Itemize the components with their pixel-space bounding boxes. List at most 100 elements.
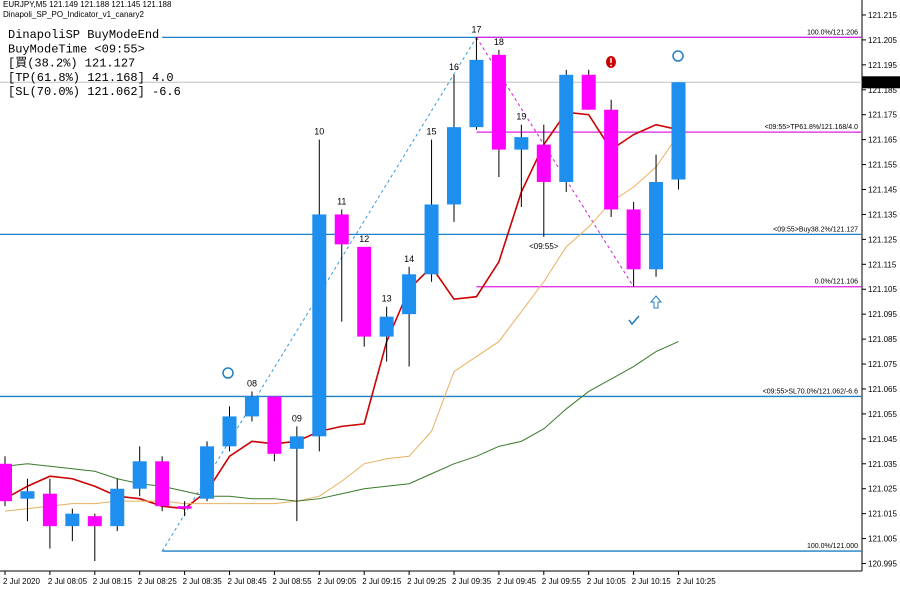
signal-circle: [222, 367, 234, 379]
x-tick-label: 2 Jul 09:05: [317, 577, 357, 586]
current-price-label: 121.188: [868, 78, 897, 87]
bar-label: 12: [359, 234, 369, 244]
candle-body: [289, 436, 304, 449]
candle-body: [334, 214, 349, 245]
chart-title: EURJPY,M5 121.149 121.188 121.145 121.18…: [3, 0, 172, 9]
candle-body: [491, 54, 506, 150]
bar-label: 18: [494, 37, 504, 47]
candle-body: [469, 59, 484, 128]
candle-body: [559, 74, 574, 183]
y-tick-label: 121.215: [868, 11, 897, 20]
level-label: <09:55>Buy38.2%/121.127: [773, 226, 858, 233]
overlay: 100.0%/121.206 <09:55>TP61.8%/121.168/4.0…: [247, 24, 858, 550]
x-tick-label: 2 Jul 10:15: [632, 577, 672, 586]
y-tick-label: 121.105: [868, 285, 897, 294]
candle-body: [20, 491, 35, 499]
bar-label: 17: [471, 24, 481, 34]
candle-body: [177, 506, 192, 509]
annotation: DinapoliSP BuyModeEnd: [8, 28, 159, 42]
bar-label: 09: [292, 413, 302, 423]
x-tick-label: 2 Jul 09:55: [542, 577, 582, 586]
candle-body: [402, 274, 417, 315]
bar-label: 15: [427, 127, 437, 137]
y-tick-label: 121.055: [868, 410, 897, 419]
chart-subtitle: Dinapoli_SP_PO_Indicator_v1_canary2: [3, 10, 145, 19]
level-label: <09:55>TP61.8%/121.168/4.0: [765, 124, 859, 131]
candle-body: [87, 516, 102, 527]
x-tick-label: 2 Jul 10:05: [587, 577, 627, 586]
x-tick-label: 2 Jul 08:45: [228, 577, 268, 586]
annotation: [SL(70.0%) 121.062] -6.6: [8, 85, 181, 99]
bar-label: 10: [314, 127, 324, 137]
annotation: BuyModeTime <09:55>: [8, 42, 145, 56]
candle-body: [42, 493, 57, 527]
y-tick-label: 121.115: [868, 260, 897, 269]
bar-label: 16: [449, 62, 459, 72]
y-tick-label: 121.015: [868, 510, 897, 519]
candle-body: [132, 461, 147, 489]
candle-body: [604, 109, 619, 210]
y-tick-label: 121.165: [868, 136, 897, 145]
candle-body: [357, 246, 372, 337]
candle-body: [424, 204, 439, 275]
y-tick-label: 121.095: [868, 310, 897, 319]
candle-body: [312, 214, 327, 437]
x-tick-label: 2 Jul 2020: [3, 577, 40, 586]
x-tick-label: 2 Jul 09:25: [407, 577, 447, 586]
annotation: [買(38.2%) 121.127: [8, 57, 135, 71]
x-tick-label: 2 Jul 08:05: [48, 577, 88, 586]
plot-area: [0, 36, 862, 562]
x-tick-label: 2 Jul 09:35: [452, 577, 492, 586]
ma-line: [4, 341, 679, 502]
bar-label: 08: [247, 378, 257, 388]
y-tick-label: 121.205: [868, 36, 897, 45]
y-tick-label: 120.995: [868, 560, 897, 569]
y-tick-label: 121.135: [868, 210, 897, 219]
candle-body: [447, 127, 461, 205]
y-tick-label: 121.145: [868, 186, 897, 195]
check-mark: [628, 315, 640, 326]
x-tick-label: 2 Jul 08:55: [272, 577, 312, 586]
candle-body: [379, 316, 394, 337]
y-tick-label: 121.005: [868, 535, 897, 544]
x-tick-label: 2 Jul 10:25: [677, 577, 717, 586]
candle-body: [0, 463, 12, 502]
candle-body: [244, 396, 259, 417]
y-tick-label: 121.155: [868, 161, 897, 170]
y-tick-label: 121.025: [868, 485, 897, 494]
level-label: 100.0%/121.206: [807, 29, 858, 36]
y-tick-label: 121.035: [868, 460, 897, 469]
bar-label: 11: [337, 196, 346, 206]
bar-label: 13: [382, 294, 392, 304]
annotation: [TP(61.8%) 121.168] 4.0: [8, 71, 174, 85]
y-tick-label: 121.195: [868, 61, 897, 70]
x-tick-label: 2 Jul 09:15: [362, 577, 402, 586]
x-tick-label: 2 Jul 08:25: [138, 577, 178, 586]
bar-label: 19: [516, 112, 526, 122]
up-arrow: [649, 295, 663, 309]
candle-body: [536, 144, 551, 183]
candle-body: [155, 461, 170, 507]
candle-body: [65, 513, 80, 527]
candle-body: [222, 416, 237, 447]
level-label: 100.0%/121.000: [807, 543, 858, 550]
y-tick-label: 121.045: [868, 435, 897, 444]
candle-body: [514, 137, 529, 150]
candle-body: [110, 488, 125, 527]
candle-body: [200, 446, 215, 499]
x-tick-label: 2 Jul 08:15: [93, 577, 133, 586]
y-tick-label: 121.185: [868, 86, 897, 95]
y-tick-label: 121.125: [868, 235, 897, 244]
x-tick-label: 2 Jul 08:35: [183, 577, 223, 586]
x-tick-label: 2 Jul 09:45: [497, 577, 537, 586]
bar-label: 14: [404, 254, 414, 264]
candle-body: [626, 209, 641, 270]
alert-icon: [606, 56, 616, 68]
level-label: 0.0%/121.106: [815, 279, 858, 286]
candle-body: [671, 82, 686, 180]
level-label: <09:55>SL70.0%/121.062/-6.6: [763, 388, 858, 395]
time-marker: <09:55>: [529, 242, 559, 251]
current-price-box: [862, 76, 900, 89]
